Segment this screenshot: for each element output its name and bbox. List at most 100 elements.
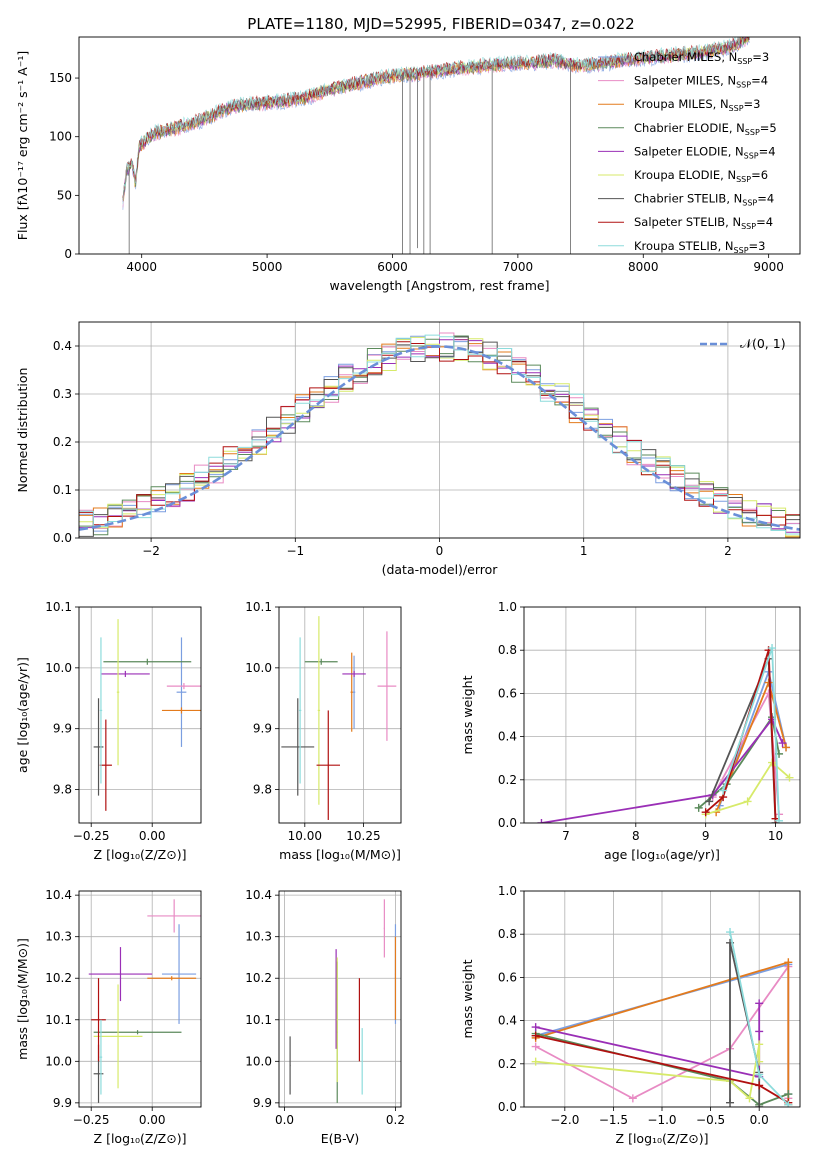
y-tick-label: 0.4 [498, 730, 517, 744]
figure-title: PLATE=1180, MJD=52995, FIBERID=0347, z=0… [247, 15, 634, 33]
errorbar-point [304, 658, 338, 665]
axes-frame [523, 606, 801, 824]
weight-marker [701, 808, 710, 817]
weight-marker [782, 743, 791, 752]
x-tick-label: 10.25 [346, 829, 380, 843]
errorbar-point [147, 899, 201, 933]
errorbar-point [100, 670, 150, 677]
errorbar-point [383, 899, 385, 958]
y-tick-label: 10.1 [45, 1013, 72, 1027]
errorbar-point [88, 947, 153, 1002]
weight-marker [775, 816, 784, 823]
errorbar-point [298, 637, 302, 784]
weight-marker [755, 1081, 764, 1090]
weight-marker [755, 1027, 764, 1036]
errorbar-point [161, 707, 201, 714]
plot-area [279, 607, 401, 823]
panel-mass-vs-Z: −0.25 0.00 9.9 10.0 10.1 10.2 10.3 10.4 Z [log₁₀… [15, 888, 202, 1146]
x-tick-label: 8 [632, 829, 640, 843]
weight-marker [531, 1042, 540, 1051]
weight-marker [743, 797, 752, 806]
errorbar-point [91, 978, 106, 1062]
errorbar-point [93, 1030, 182, 1035]
weight-marker [726, 1098, 735, 1107]
weight-marker [755, 1070, 764, 1079]
legend-label: Chabrier ELODIE, NSSP=5 [634, 121, 777, 137]
weight-marker [694, 803, 703, 812]
legend-label: Salpeter MILES, NSSP=4 [634, 74, 768, 90]
x-tick-label: 10 [768, 829, 783, 843]
errorbar-point [99, 1019, 103, 1095]
x-tick-label: 10.00 [288, 829, 322, 843]
weight-marker [719, 786, 728, 795]
x-tick-label: 4000 [126, 260, 157, 274]
y-tick-label: 10.0 [45, 1054, 72, 1068]
x-tick-label: 0 [436, 544, 444, 558]
spectrum-line [122, 37, 750, 204]
plot-area [79, 322, 800, 538]
weight-marker [537, 819, 546, 823]
errorbar-point [161, 924, 197, 1024]
panel-age-vs-Z: −0.25 0.00 9.8 9.9 10.0 10.1 Z [log₁₀(Z/Z⊙)] ag… [15, 600, 202, 862]
x-axis-label: Z [log₁₀(Z/Z⊙)] [94, 1131, 187, 1146]
x-tick-label: −1 [286, 544, 304, 558]
y-tick-label: 0.0 [498, 816, 517, 830]
weight-marker [726, 928, 735, 937]
plot-area [524, 607, 800, 823]
y-tick-label: 0.3 [53, 387, 72, 401]
y-tick-label: 9.8 [253, 783, 272, 797]
x-tick-label: −2 [142, 544, 160, 558]
axes-frame [278, 606, 402, 824]
y-tick-label: 50 [57, 188, 72, 202]
errorbar-point [350, 652, 353, 732]
x-tick-label: −0.25 [73, 829, 110, 843]
x-tick-label: 0.00 [139, 1113, 166, 1127]
y-tick-label: 150 [49, 71, 72, 85]
errorbar-point [147, 976, 197, 981]
errorbar-point [358, 978, 361, 1062]
x-tick-label: 0.00 [139, 829, 166, 843]
y-tick-label: 0.1 [53, 483, 72, 497]
y-tick-label: 0.6 [498, 686, 517, 700]
plot-area [524, 891, 800, 1107]
x-axis-label: age [log₁₀(age/yr)] [604, 847, 720, 862]
x-axis-label: Z [log₁₀(Z/Z⊙)] [616, 1131, 709, 1146]
errorbar-point [99, 637, 103, 784]
y-tick-label: 10.4 [45, 888, 72, 902]
axes-frame [278, 890, 402, 1108]
weight-line [541, 717, 784, 823]
y-tick-label: 9.9 [253, 722, 272, 736]
x-axis-label: (data-model)/error [382, 562, 499, 577]
y-tick-label: 0.4 [53, 339, 72, 353]
panel-mass-vs-ebv: 0.0 0.2 9.9 10.0 10.1 10.2 10.3 10.4 E(B-V) [245, 888, 405, 1146]
x-axis-label: Z [log₁₀(Z/Z⊙)] [94, 847, 187, 862]
errorbar-point [317, 616, 321, 805]
errorbar-point [289, 1036, 291, 1095]
x-tick-label: −2.0 [550, 1113, 579, 1127]
x-tick-label: 6000 [377, 260, 408, 274]
panel-residuals: −2 −1 0 1 2 0.0 0.1 0.2 0.3 0.4 (data-model)/error… [15, 321, 801, 577]
x-tick-label: −0.25 [73, 1113, 110, 1127]
weight-marker [784, 958, 793, 967]
x-tick-label: 8000 [628, 260, 659, 274]
axes-frame [78, 890, 202, 1108]
weight-marker [778, 739, 787, 748]
x-tick-label: 7000 [503, 260, 534, 274]
y-tick-label: 10.2 [45, 971, 72, 985]
errorbar-point [116, 619, 120, 766]
errorbar-point [352, 655, 356, 729]
x-tick-label: 0.0 [750, 1113, 769, 1127]
y-tick-label: 10.3 [245, 930, 272, 944]
y-tick-label: 0.2 [53, 435, 72, 449]
histogram-step [79, 334, 800, 535]
y-tick-label: 0.6 [498, 970, 517, 984]
weight-marker [755, 999, 764, 1008]
legend-label: Kroupa STELIB, NSSP=3 [634, 239, 765, 255]
x-tick-label: 0.2 [386, 1113, 405, 1127]
y-tick-label: 10.0 [245, 661, 272, 675]
errorbar-point [281, 698, 315, 796]
y-tick-label: 10.1 [245, 600, 272, 614]
errorbar-point [93, 984, 143, 1089]
x-tick-label: 1 [580, 544, 588, 558]
